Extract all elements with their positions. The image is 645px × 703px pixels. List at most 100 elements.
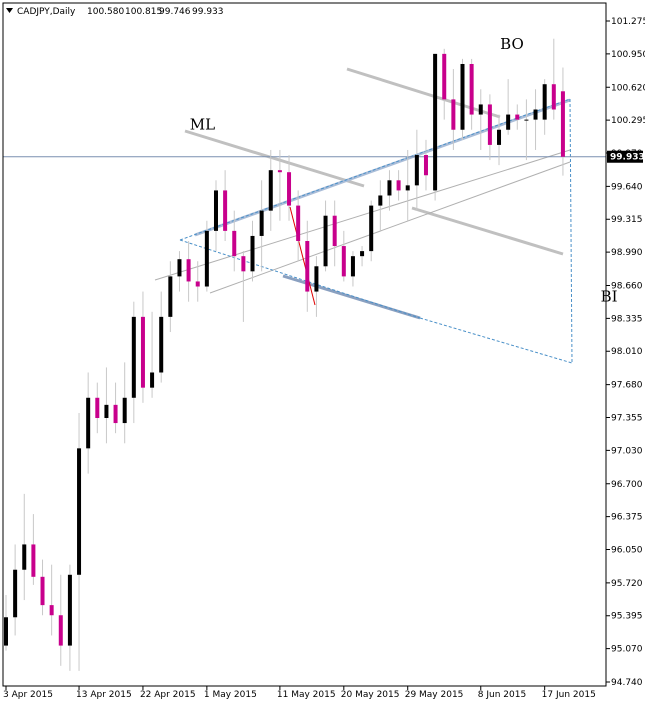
candle <box>423 139 428 191</box>
candle <box>268 149 273 231</box>
candle <box>378 180 383 231</box>
candle-body <box>131 316 136 398</box>
x-tick-label: 17 Jun 2015 <box>542 690 596 700</box>
candle <box>442 48 447 120</box>
plot-border <box>2 2 607 687</box>
candle-body <box>515 114 520 120</box>
candle-body <box>250 235 255 272</box>
candle-body <box>104 404 109 419</box>
candle-body <box>122 397 127 424</box>
high-value: 100.815 <box>125 7 162 17</box>
candle-body <box>378 195 383 206</box>
candle <box>250 220 255 282</box>
candle <box>451 69 456 150</box>
candle-body <box>469 63 474 115</box>
candle-body <box>533 109 538 120</box>
candle <box>232 210 237 272</box>
time-axis[interactable]: 3 Apr 2015 13 Apr 2015 22 Apr 2015 1 May 20… <box>3 686 596 700</box>
candle <box>296 190 301 262</box>
channel-middle-line <box>154 149 571 281</box>
y-tick-label: 98.660 <box>611 282 643 292</box>
candle <box>460 58 465 140</box>
x-tick-label: 3 Apr 2015 <box>3 690 53 700</box>
y-tick-label: 99.315 <box>611 215 643 225</box>
y-tick-label: 100.295 <box>611 116 645 126</box>
low-value: 99.746 <box>159 7 191 17</box>
candle <box>506 79 511 135</box>
candle <box>387 170 392 211</box>
candle-body <box>369 205 374 252</box>
vertical-dashed-line <box>569 98 573 364</box>
candle-body <box>277 170 282 173</box>
candle-body <box>524 119 529 121</box>
x-tick-label: 8 Jun 2015 <box>478 690 526 700</box>
candle-body <box>259 210 264 236</box>
candle-body <box>405 185 410 191</box>
candle-body <box>506 114 511 130</box>
candle-body <box>86 397 91 449</box>
y-tick-label: 101.275 <box>611 17 645 27</box>
candle <box>204 220 209 292</box>
candle <box>277 149 282 221</box>
dropdown-triangle-icon[interactable] <box>6 8 13 13</box>
candle <box>95 382 100 434</box>
candle <box>405 149 410 221</box>
y-tick-label: 96.375 <box>611 513 643 523</box>
candle-body <box>232 230 237 257</box>
candle <box>177 251 182 292</box>
y-tick-label: 100.950 <box>611 50 645 60</box>
candle-body <box>113 404 118 424</box>
median-line-segment <box>346 67 501 119</box>
candle <box>104 367 109 444</box>
median-line-segment <box>184 129 365 188</box>
candle-body <box>423 155 428 176</box>
candle-body <box>4 617 8 646</box>
candle-body <box>58 615 63 646</box>
candle <box>113 382 118 434</box>
candle <box>195 261 200 302</box>
candle-body <box>314 266 319 292</box>
candle <box>332 200 337 267</box>
candle-body <box>560 91 565 157</box>
candle-body <box>387 180 392 196</box>
candle <box>213 180 218 252</box>
candles <box>4 38 565 671</box>
candle-body <box>497 129 502 145</box>
candle-body <box>213 190 218 231</box>
x-tick-label: 1 May 2015 <box>204 690 257 700</box>
open-value: 100.580 <box>87 7 124 17</box>
symbol-label: CADJPY,Daily <box>17 7 76 17</box>
candle <box>323 200 328 272</box>
candle-body <box>433 53 438 191</box>
candle <box>314 256 319 317</box>
annotation-label: ML <box>190 116 215 134</box>
channel-lower-line <box>209 161 571 294</box>
candle <box>67 564 72 671</box>
candle <box>4 595 8 651</box>
annotation-label: BO <box>500 35 524 53</box>
y-tick-label: 96.050 <box>611 545 643 555</box>
candle-body <box>49 605 54 616</box>
candle <box>360 246 365 267</box>
candle-body <box>360 251 365 257</box>
candle-body <box>13 569 18 618</box>
candle <box>396 170 401 201</box>
candle-body <box>22 544 27 570</box>
y-tick-label: 97.680 <box>611 381 643 391</box>
candle-body <box>350 256 355 277</box>
candle <box>131 301 136 424</box>
candle <box>350 251 355 287</box>
candle <box>40 559 45 616</box>
y-tick-label: 94.740 <box>611 678 643 688</box>
candle-body <box>396 180 401 191</box>
candle-body <box>332 215 337 247</box>
price-axis[interactable]: 101.275100.950100.620100.29599.97099.640… <box>606 17 645 688</box>
candle-body <box>487 104 492 145</box>
y-tick-label: 100.620 <box>611 83 645 93</box>
x-tick-label: 22 Apr 2015 <box>140 690 196 700</box>
candle-body <box>287 172 292 206</box>
x-tick-label: 11 May 2015 <box>277 690 336 700</box>
candle <box>560 67 565 176</box>
